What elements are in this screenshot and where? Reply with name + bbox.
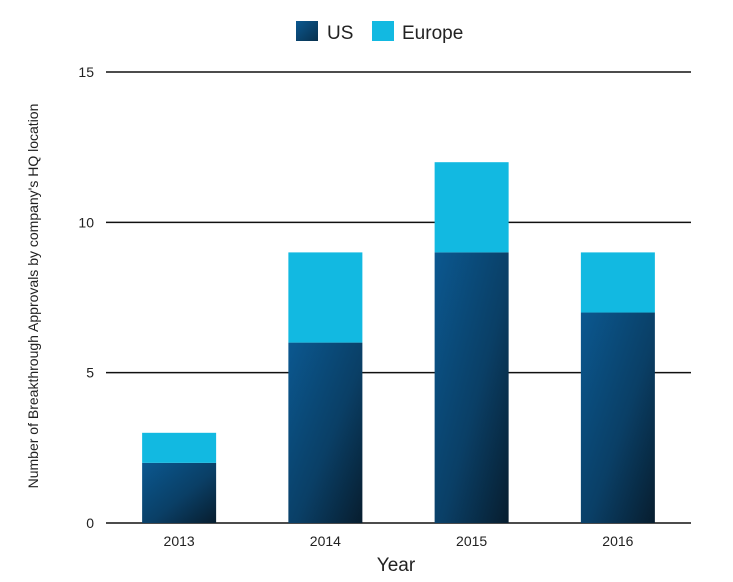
- x-axis-tick-labels: 2013 2014 2015 2016: [164, 533, 634, 549]
- bar-us-2015: [434, 252, 509, 523]
- bar-us-2016: [580, 312, 655, 523]
- bar-europe-2014: [288, 252, 363, 343]
- legend-label-europe: Europe: [402, 23, 463, 44]
- y-tick-label: 10: [78, 214, 94, 230]
- legend: US Europe: [296, 21, 463, 44]
- x-tick-label: 2014: [310, 533, 341, 549]
- bar-europe-2015: [434, 162, 509, 253]
- y-tick-label: 5: [86, 365, 94, 381]
- bar-us-2013: [142, 462, 217, 523]
- y-axis-tick-labels: 0 5 10 15: [78, 64, 94, 531]
- x-tick-label: 2015: [456, 533, 487, 549]
- bar-europe-2013: [142, 432, 217, 463]
- bar-us-2014: [288, 342, 363, 523]
- bar-europe-2016: [580, 252, 655, 313]
- bars: [142, 162, 655, 523]
- x-tick-label: 2013: [164, 533, 195, 549]
- legend-label-us: US: [327, 23, 353, 44]
- x-axis-title: Year: [377, 555, 416, 576]
- legend-swatch-europe: [372, 21, 394, 41]
- y-tick-label: 15: [78, 64, 94, 80]
- y-axis-title: Number of Breakthrough Approvals by comp…: [25, 104, 41, 489]
- legend-swatch-us: [296, 21, 318, 41]
- y-tick-label: 0: [86, 515, 94, 531]
- x-tick-label: 2016: [602, 533, 633, 549]
